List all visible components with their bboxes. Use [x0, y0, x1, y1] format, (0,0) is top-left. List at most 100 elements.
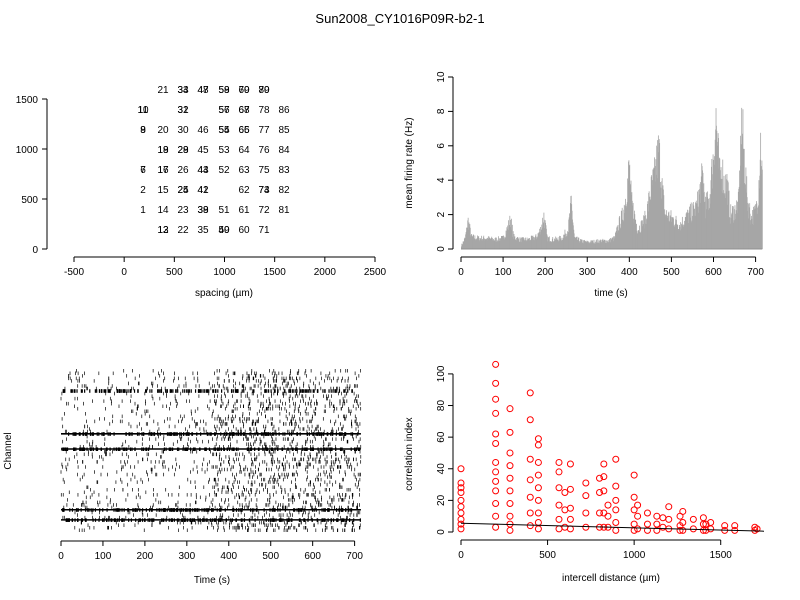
correlation-point: [600, 460, 608, 468]
electrode-label: 58: [218, 85, 230, 96]
correlation-point: [506, 512, 514, 520]
correlation-point: [457, 496, 465, 504]
correlation-panel: 0 500 1000 1500 0 20 40 60 80 100 intercell distan…: [404, 360, 765, 584]
x-tick-label: 1500: [264, 267, 287, 278]
electrode-label: 70: [238, 85, 250, 96]
electrode-label: 60: [238, 225, 250, 236]
x-tick-label: 2000: [314, 267, 337, 278]
electrode-label: 44: [197, 165, 209, 176]
correlation-point: [612, 519, 620, 527]
correlation-point: [526, 509, 534, 517]
correlation-point: [526, 455, 534, 463]
correlation-point: [634, 525, 642, 533]
correlation-point: [492, 395, 500, 403]
firing-rate-panel: 0 100 200 300 400 500 600 700 0 2 4 6 8 10 time (s) mea…: [404, 71, 764, 299]
correlation-point: [600, 487, 608, 495]
correlation-point: [679, 507, 687, 515]
electrode-label: 74: [258, 185, 270, 196]
figure-title: Sun2008_CY1016P09R-b2-1: [315, 11, 484, 26]
electrode-label: 50: [218, 225, 230, 236]
electrode-label: 22: [177, 225, 189, 236]
electrode-label: 49: [218, 225, 230, 236]
electrode-label: 29: [177, 145, 189, 156]
correlation-point: [665, 515, 673, 523]
electrode-label: 35: [197, 225, 209, 236]
x-tick-label: 200: [137, 551, 154, 562]
correlation-point: [643, 526, 651, 534]
correlation-point: [555, 525, 563, 533]
correlation-point: [630, 471, 638, 479]
correlation-point: [679, 519, 687, 527]
x-tick-label: 1000: [213, 267, 236, 278]
correlation-point: [596, 509, 604, 517]
correlation-point: [582, 492, 590, 500]
electrode-label: 81: [278, 205, 290, 216]
correlation-point: [612, 496, 620, 504]
electrode-label: 54: [218, 125, 230, 136]
y-tick-label: 10: [436, 71, 447, 83]
electrode-label: 51: [218, 205, 230, 216]
x-axis-title: intercell distance (µm): [562, 573, 660, 584]
electrode-label: 33: [177, 85, 189, 96]
correlation-point: [555, 458, 563, 466]
electrode-label: 20: [157, 125, 169, 136]
x-tick-label: 600: [304, 551, 321, 562]
electrode-label: 67: [238, 105, 250, 116]
correlation-point: [534, 519, 542, 527]
raster-panel: 0 100 200 300 400 500 600 700 Time (s) Channel: [3, 369, 363, 586]
correlation-point: [526, 416, 534, 424]
electrode-label: 17: [157, 165, 169, 176]
electrode-label: 15: [157, 185, 169, 196]
y-tick-label: 1500: [16, 95, 39, 106]
electrode-label: 23: [177, 205, 189, 216]
correlation-point: [600, 473, 608, 481]
electrode-label: 77: [258, 125, 270, 136]
correlation-point: [457, 488, 465, 496]
electrode-label: 21: [157, 85, 169, 96]
x-tick-label: 100: [95, 551, 112, 562]
correlation-point: [596, 488, 604, 496]
electrode-label: 79: [258, 85, 270, 96]
correlation-point: [731, 522, 739, 530]
y-tick-label: 4: [436, 177, 447, 183]
correlation-point: [457, 509, 465, 517]
correlation-point: [534, 458, 542, 466]
correlation-point: [526, 493, 534, 501]
electrode-label: 9: [140, 125, 146, 136]
electrode-label: 47: [197, 85, 209, 96]
correlation-point: [506, 428, 514, 436]
correlation-point: [506, 474, 514, 482]
correlation-point: [659, 514, 667, 522]
correlation-point: [506, 487, 514, 495]
correlation-point: [612, 506, 620, 514]
y-tick-label: 8: [436, 108, 447, 114]
electrode-label: 39: [197, 205, 209, 216]
y-tick-label: 6: [436, 143, 447, 149]
electrode-label: 71: [258, 225, 270, 236]
correlation-point: [457, 484, 465, 492]
correlation-point: [653, 526, 661, 534]
electrode-label: 78: [258, 105, 270, 116]
correlation-point: [634, 512, 642, 520]
correlation-point: [596, 474, 604, 482]
correlation-point: [492, 468, 500, 476]
correlation-point: [492, 458, 500, 466]
electrode-label: 10: [137, 105, 149, 116]
correlation-point: [699, 514, 707, 522]
correlation-point: [492, 477, 500, 485]
correlation-point: [566, 485, 574, 493]
electrode-label: 73: [258, 185, 270, 196]
correlation-point: [457, 520, 465, 528]
correlation-point: [555, 484, 563, 492]
correlation-point: [653, 512, 661, 520]
correlation-point: [582, 523, 590, 531]
correlation-point: [534, 496, 542, 504]
correlation-points: [457, 360, 761, 534]
correlation-point: [676, 526, 684, 534]
correlation-point: [721, 522, 729, 530]
y-tick-label: 0: [32, 245, 38, 256]
electrode-label: 18: [157, 145, 169, 156]
x-tick-label: 0: [121, 267, 127, 278]
y-tick-label: 0: [436, 246, 447, 252]
correlation-point: [659, 523, 667, 531]
